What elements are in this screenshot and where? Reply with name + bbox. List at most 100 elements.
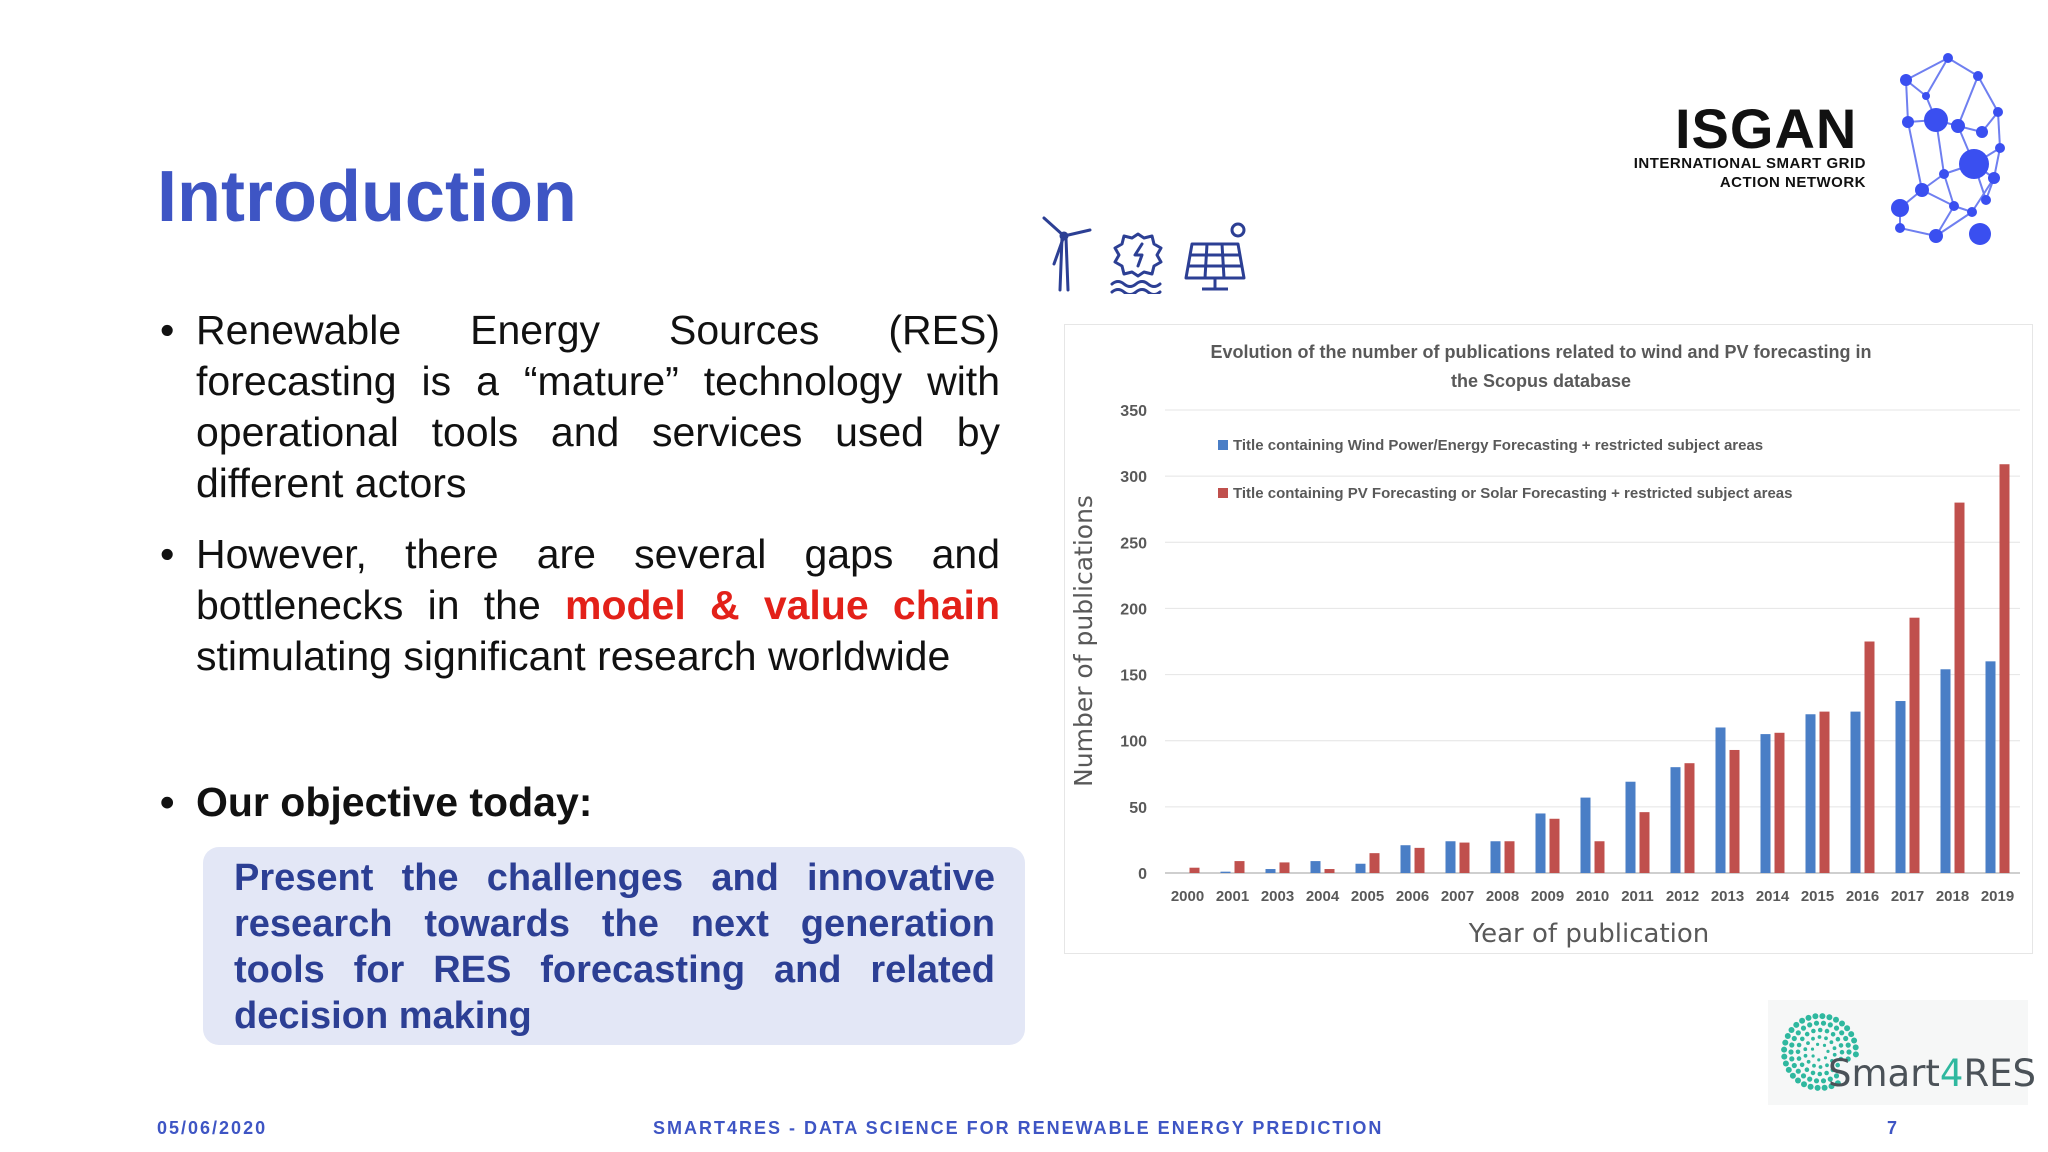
logo-dot [1846,1049,1852,1055]
x-tick-label: 2013 [1711,888,1744,905]
logo-dot [1852,1051,1859,1058]
logo-dot [1830,1032,1836,1037]
bullet-text-start: However, there are several gaps and bott… [196,531,1000,628]
x-tick-label: 2017 [1891,888,1924,905]
bar-wind [1535,813,1546,873]
logo-dot [1811,1036,1815,1041]
logo-dot [1807,1022,1813,1028]
bullet-text: Renewable Energy Sources (RES) forecasti… [196,307,1000,506]
x-tick-label: 2003 [1261,888,1294,905]
bar-pv [1459,842,1470,873]
bullet-dot: • [160,531,175,577]
logo-dot [1793,1021,1800,1028]
bar-pv [1729,749,1740,873]
publications-chart: Evolution of the number of publications … [1069,342,2020,949]
x-tick-label: 2001 [1216,888,1249,905]
logo-dot [1826,1014,1833,1021]
y-tick-label: 100 [1120,734,1147,751]
x-tick-label: 2008 [1486,888,1519,905]
logo-dot [1851,1037,1858,1044]
x-tick-label: 2007 [1441,888,1474,905]
logo-dot [1795,1068,1801,1074]
bar-wind [1760,734,1771,873]
bar-wind [1940,669,1951,873]
legend-label: Title containing PV Forecasting or Solar… [1233,485,1792,502]
x-tick-label: 2010 [1576,888,1609,905]
chart-title-line: Evolution of the number of publications … [1210,342,1871,362]
logo-dot [1845,1042,1851,1048]
logo-dot [1848,1031,1855,1038]
bar-pv [1999,464,2010,873]
logo-dot [1823,1056,1828,1060]
x-tick-label: 2009 [1531,888,1564,905]
bar-pv [1234,861,1245,873]
x-tick-label: 2019 [1981,888,2014,905]
slide-title: Introduction [157,157,577,237]
bar-pv [1819,711,1830,873]
isgan-subtitle-line: ACTION NETWORK [1719,174,1866,191]
objective-box: Present the challenges and innovative re… [203,847,1025,1045]
logo-dot [1799,1062,1805,1068]
logo-dot [1801,1081,1807,1088]
isgan-subtitle-line: INTERNATIONAL SMART GRID [1633,155,1866,172]
smart-four: 4 [1939,1052,1964,1095]
y-tick-label: 300 [1120,469,1147,486]
logo-dot [1811,1054,1815,1058]
logo-dot [1784,1033,1791,1039]
y-tick-label: 350 [1120,403,1147,420]
logo-dot [1782,1060,1789,1067]
logo-dot [1828,1083,1835,1090]
bar-pv [1774,732,1785,873]
footer-title: SMART4RES - DATA SCIENCE FOR RENEWABLE E… [653,1118,1384,1138]
chart-title-line: the Scopus database [1451,371,1631,391]
chart-legend: Title containing Wind Power/Energy Forec… [1218,437,1792,502]
logo-dot [1803,1047,1808,1052]
logo-dot [1806,1041,1810,1045]
bar-pv [1909,617,1920,873]
logo-dot [1813,1078,1820,1084]
logo-dot [1820,1078,1827,1084]
logo-dot [1804,1031,1810,1037]
logo-dot [1825,1063,1829,1068]
hydro-icon [1110,232,1163,294]
bar-pv [1504,841,1515,873]
logo-dot [1844,1025,1851,1032]
logo-dot [1813,1020,1820,1026]
legend-label: Title containing Wind Power/Energy Forec… [1233,437,1763,454]
logo-dot [1817,1058,1821,1062]
logo-dot [1795,1049,1801,1055]
y-axis-ticks: 0 50 100 150 200 250 300 350 [1120,403,1147,883]
logo-dot [1804,1067,1810,1072]
solar-panel-icon [1184,222,1246,291]
bullet-dot: • [160,779,175,825]
logo-dot [1832,1046,1837,1051]
logo-dot [1785,1066,1792,1073]
logo-dot [1799,1017,1806,1024]
logo-dot [1817,1035,1822,1039]
logo-dot [1834,1080,1841,1087]
logo-dot [1789,1056,1795,1062]
logo-dot [1816,1042,1820,1046]
logo-dot [1824,1070,1829,1076]
logo-dot [1812,1013,1819,1020]
logo-dot [1803,1053,1808,1058]
logo-dot [1789,1072,1796,1079]
logo-dot [1820,1020,1827,1026]
legend-swatch [1218,488,1228,498]
logo-dot [1791,1062,1797,1069]
logo-dot [1814,1084,1821,1091]
logo-dot [1788,1027,1795,1033]
bullet-list: • Renewable Energy Sources (RES) forecas… [160,305,1000,828]
logo-dot [1789,1042,1795,1048]
logo-dot [1782,1039,1789,1046]
y-tick-label: 0 [1138,866,1147,883]
logo-dot [1835,1062,1840,1068]
x-tick-label: 2011 [1621,888,1654,905]
bar-wind [1400,845,1411,873]
bar-pv [1549,818,1560,873]
bar-wind [1985,661,1996,873]
bar-pv [1414,847,1425,873]
bullet-item: • Renewable Energy Sources (RES) forecas… [160,305,1000,509]
logo-dot [1788,1049,1794,1055]
logo-dot [1812,1063,1816,1068]
